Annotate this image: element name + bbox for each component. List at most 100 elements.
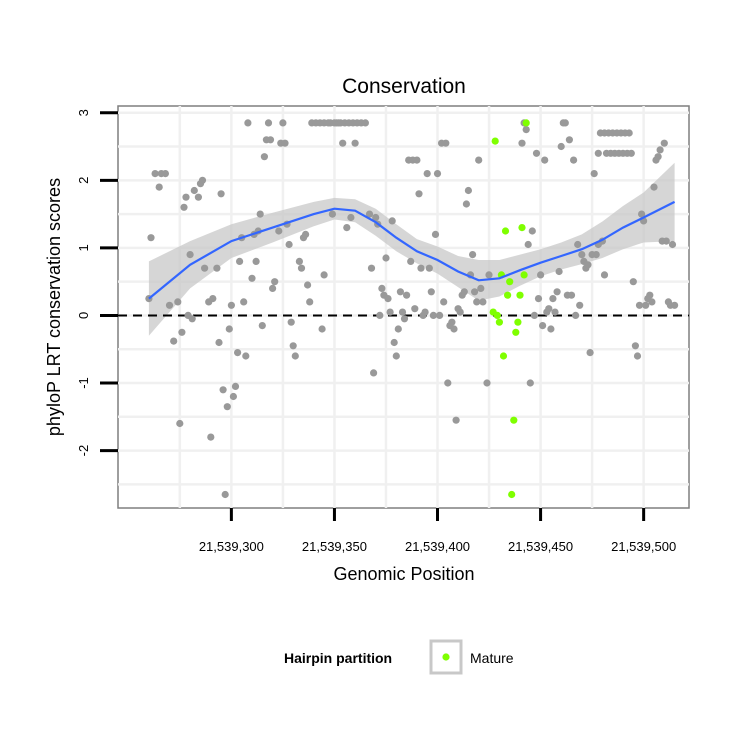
point-other	[452, 416, 460, 424]
point-other	[654, 153, 662, 161]
point-other	[151, 170, 159, 178]
point-other	[460, 288, 468, 296]
point-other	[594, 149, 602, 157]
point-other	[190, 186, 198, 195]
point-mature	[504, 291, 512, 299]
point-other	[545, 305, 553, 313]
point-other	[161, 170, 169, 178]
point-other	[433, 170, 442, 178]
point-other	[370, 369, 378, 377]
point-other	[396, 288, 404, 296]
point-mature	[501, 227, 510, 235]
point-other	[231, 382, 240, 390]
point-other	[532, 149, 541, 157]
point-other	[662, 237, 670, 245]
point-other	[388, 217, 396, 225]
point-other	[180, 203, 188, 211]
point-other	[229, 392, 237, 401]
point-other	[671, 301, 679, 309]
point-other	[590, 170, 598, 178]
point-other	[178, 328, 186, 336]
point-other	[436, 311, 444, 319]
point-other	[165, 301, 174, 309]
point-other	[227, 301, 235, 309]
point-other	[256, 210, 264, 218]
point-other	[291, 352, 299, 360]
point-other	[186, 251, 194, 259]
confidence-band	[148, 162, 675, 336]
point-other	[557, 142, 565, 151]
point-mature	[520, 271, 528, 279]
point-other	[479, 298, 487, 306]
point-other	[351, 139, 359, 147]
point-other	[429, 311, 437, 319]
point-other	[553, 288, 561, 296]
point-other	[565, 136, 574, 144]
x-tick-label: 21,539,450	[508, 539, 573, 554]
point-mature	[491, 137, 499, 145]
x-tick-label: 21,539,500	[611, 539, 676, 554]
point-other	[440, 298, 448, 306]
point-other	[236, 257, 244, 265]
y-tick-label: 3	[76, 109, 91, 116]
point-other	[547, 325, 555, 333]
point-other	[473, 298, 481, 306]
point-other	[318, 325, 326, 333]
point-other	[642, 301, 650, 309]
point-other	[281, 139, 289, 147]
x-axis-title: Genomic Position	[333, 564, 474, 584]
point-other	[367, 264, 376, 272]
point-other	[306, 298, 314, 306]
point-other	[413, 156, 421, 164]
point-other	[442, 139, 450, 147]
y-tick-label: -2	[76, 445, 91, 457]
point-other	[403, 291, 411, 299]
point-other	[578, 251, 586, 259]
point-other	[592, 251, 600, 259]
point-other	[528, 227, 536, 235]
point-mature	[499, 352, 508, 360]
point-other	[456, 308, 464, 316]
point-other	[394, 325, 402, 333]
point-other	[390, 338, 398, 347]
point-mature	[493, 311, 501, 319]
point-other	[415, 190, 423, 198]
point-other	[567, 291, 576, 299]
point-other	[477, 284, 485, 292]
point-other	[242, 352, 250, 360]
point-other	[485, 271, 493, 279]
point-other	[574, 240, 582, 249]
point-other	[551, 308, 559, 316]
point-other	[561, 119, 569, 127]
point-mature	[518, 224, 526, 232]
point-other	[425, 264, 433, 272]
legend-key-mature	[442, 653, 450, 661]
x-tick-label: 21,539,350	[302, 539, 367, 554]
point-other	[260, 153, 268, 161]
point-other	[384, 295, 392, 303]
point-other	[244, 119, 252, 127]
point-other	[648, 298, 656, 306]
point-mature	[512, 328, 520, 336]
point-other	[182, 193, 190, 201]
point-other	[223, 403, 231, 411]
legend-title: Hairpin partition	[284, 650, 392, 666]
point-other	[534, 295, 543, 303]
point-other	[541, 156, 549, 164]
point-other	[269, 284, 277, 292]
point-mature	[510, 416, 518, 424]
point-other	[234, 349, 242, 357]
point-other	[539, 322, 547, 330]
point-other	[635, 301, 644, 309]
point-other	[266, 136, 275, 144]
point-other	[215, 338, 223, 347]
point-other	[576, 301, 584, 309]
y-tick-label: 1	[76, 244, 91, 251]
point-other	[398, 308, 407, 316]
point-other	[194, 193, 202, 201]
legend-label-mature: Mature	[470, 650, 514, 666]
point-mature	[516, 291, 524, 299]
point-other	[287, 318, 295, 326]
y-tick-label: 2	[76, 177, 91, 184]
point-other	[518, 139, 526, 147]
